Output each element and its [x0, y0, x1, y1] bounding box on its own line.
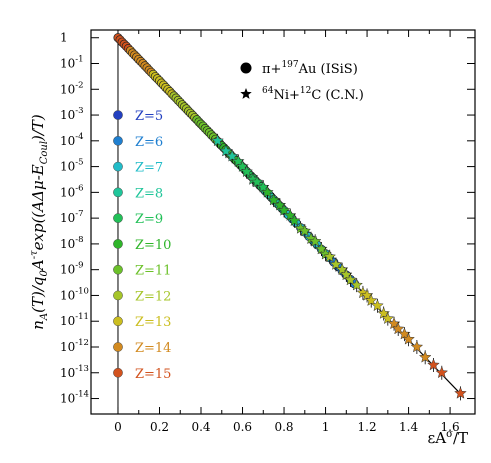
y-tick-label: 10-2 [60, 80, 84, 96]
y-tick-label: 10-3 [60, 106, 84, 122]
x-tick-label: 0.4 [191, 420, 210, 434]
star-point [398, 327, 411, 340]
star-point [418, 350, 432, 363]
star-point [410, 340, 424, 353]
star-point [360, 288, 374, 301]
y-tick-label: 10-1 [60, 55, 84, 71]
y-tick-label: 10-9 [60, 261, 84, 277]
y-tick-label: 10-5 [60, 158, 84, 174]
z-legend-marker [113, 110, 123, 120]
z-legend-label: Z=15 [135, 367, 171, 382]
star-point [273, 198, 287, 211]
star-point [250, 175, 264, 188]
y-tick-label: 10-11 [60, 312, 89, 328]
x-tick-label: 1.2 [358, 420, 377, 434]
star-point [323, 250, 337, 263]
star-point [391, 322, 405, 335]
star-point [211, 134, 224, 147]
legend-circle-marker [240, 62, 252, 74]
star-point [377, 306, 391, 319]
legend-label-cn: 64Ni+12C (C.N.) [262, 86, 364, 103]
z-legend-label: Z=12 [135, 289, 171, 304]
y-tick-label: 10-10 [60, 286, 89, 302]
plot-frame [90, 29, 476, 415]
star-point [454, 386, 467, 399]
star-point [364, 293, 378, 307]
z-legend-label: Z=11 [135, 264, 171, 279]
z-legend-marker [113, 161, 123, 172]
y-tick-label: 10-4 [60, 132, 84, 148]
y-axis-title: nA(T)/q0A-τexp((AΔμ-ECoul)/T) [29, 114, 50, 330]
z-legend-label: Z=7 [135, 161, 163, 176]
z-legend-marker [113, 316, 123, 327]
star-point [232, 154, 245, 167]
star-point [329, 257, 343, 270]
z-legend-marker [113, 239, 123, 249]
y-tick-label: 10-13 [60, 364, 89, 380]
z-legend-label: Z=8 [135, 186, 163, 201]
star-point [225, 149, 239, 162]
x-tick-label: 1 [322, 420, 330, 434]
star-point [298, 224, 312, 237]
star-point [402, 332, 415, 345]
z-legend-marker [113, 367, 123, 378]
x-tick-label: 0.2 [150, 420, 169, 434]
x-tick-label: 1.6 [441, 420, 460, 434]
star-point [240, 165, 254, 178]
star-point [261, 185, 274, 198]
x-tick-label: 0 [114, 420, 122, 434]
legend-label-isis: π+197Au (ISiS) [262, 60, 358, 77]
star-point [236, 159, 249, 172]
z-legend-marker [113, 187, 123, 198]
star-point [277, 203, 291, 216]
star-point [381, 311, 395, 325]
star-point [288, 214, 301, 227]
z-legend-label: Z=13 [135, 315, 171, 330]
y-tick-label: 10-7 [60, 209, 84, 225]
y-tick-label: 10-6 [60, 183, 84, 199]
z-legend-marker [113, 264, 123, 275]
y-tick-label: 1 [60, 31, 68, 45]
legend-star-marker [240, 88, 252, 99]
z-legend-label: Z=5 [135, 109, 163, 124]
x-tick-label: 1.4 [399, 420, 418, 434]
z-legend-label: Z=9 [135, 212, 163, 227]
z-legend-marker [113, 135, 123, 146]
legend: π+197Au (ISiS) 64Ni+12C (C.N.) [240, 60, 364, 103]
y-tick-label: 10-12 [60, 338, 89, 354]
x-axis-title: εAσ/T [428, 429, 469, 447]
star-point [267, 193, 281, 206]
z-legend-marker [113, 342, 123, 352]
star-point [344, 273, 357, 286]
star-point [315, 242, 328, 255]
star-point [256, 180, 270, 193]
star-point [350, 278, 364, 291]
y-tick-label: 10-14 [60, 390, 89, 406]
star-point [427, 358, 440, 371]
x-tick-label: 0.6 [233, 420, 252, 434]
z-legend-marker [113, 213, 123, 223]
star-point [339, 268, 353, 281]
star-point [371, 299, 384, 312]
z-legend-label: Z=6 [135, 135, 163, 150]
star-point [387, 317, 401, 330]
star-point [308, 234, 322, 247]
star-point [219, 144, 233, 157]
x-tick-label: 0.8 [274, 420, 293, 434]
star-point [435, 366, 449, 379]
z-legend-label: Z=14 [135, 341, 171, 356]
z-legend-label: Z=10 [135, 238, 171, 253]
star-point [283, 208, 297, 221]
z-legend-marker [113, 290, 123, 301]
y-tick-label: 10-8 [60, 235, 84, 251]
star-point [335, 262, 349, 276]
